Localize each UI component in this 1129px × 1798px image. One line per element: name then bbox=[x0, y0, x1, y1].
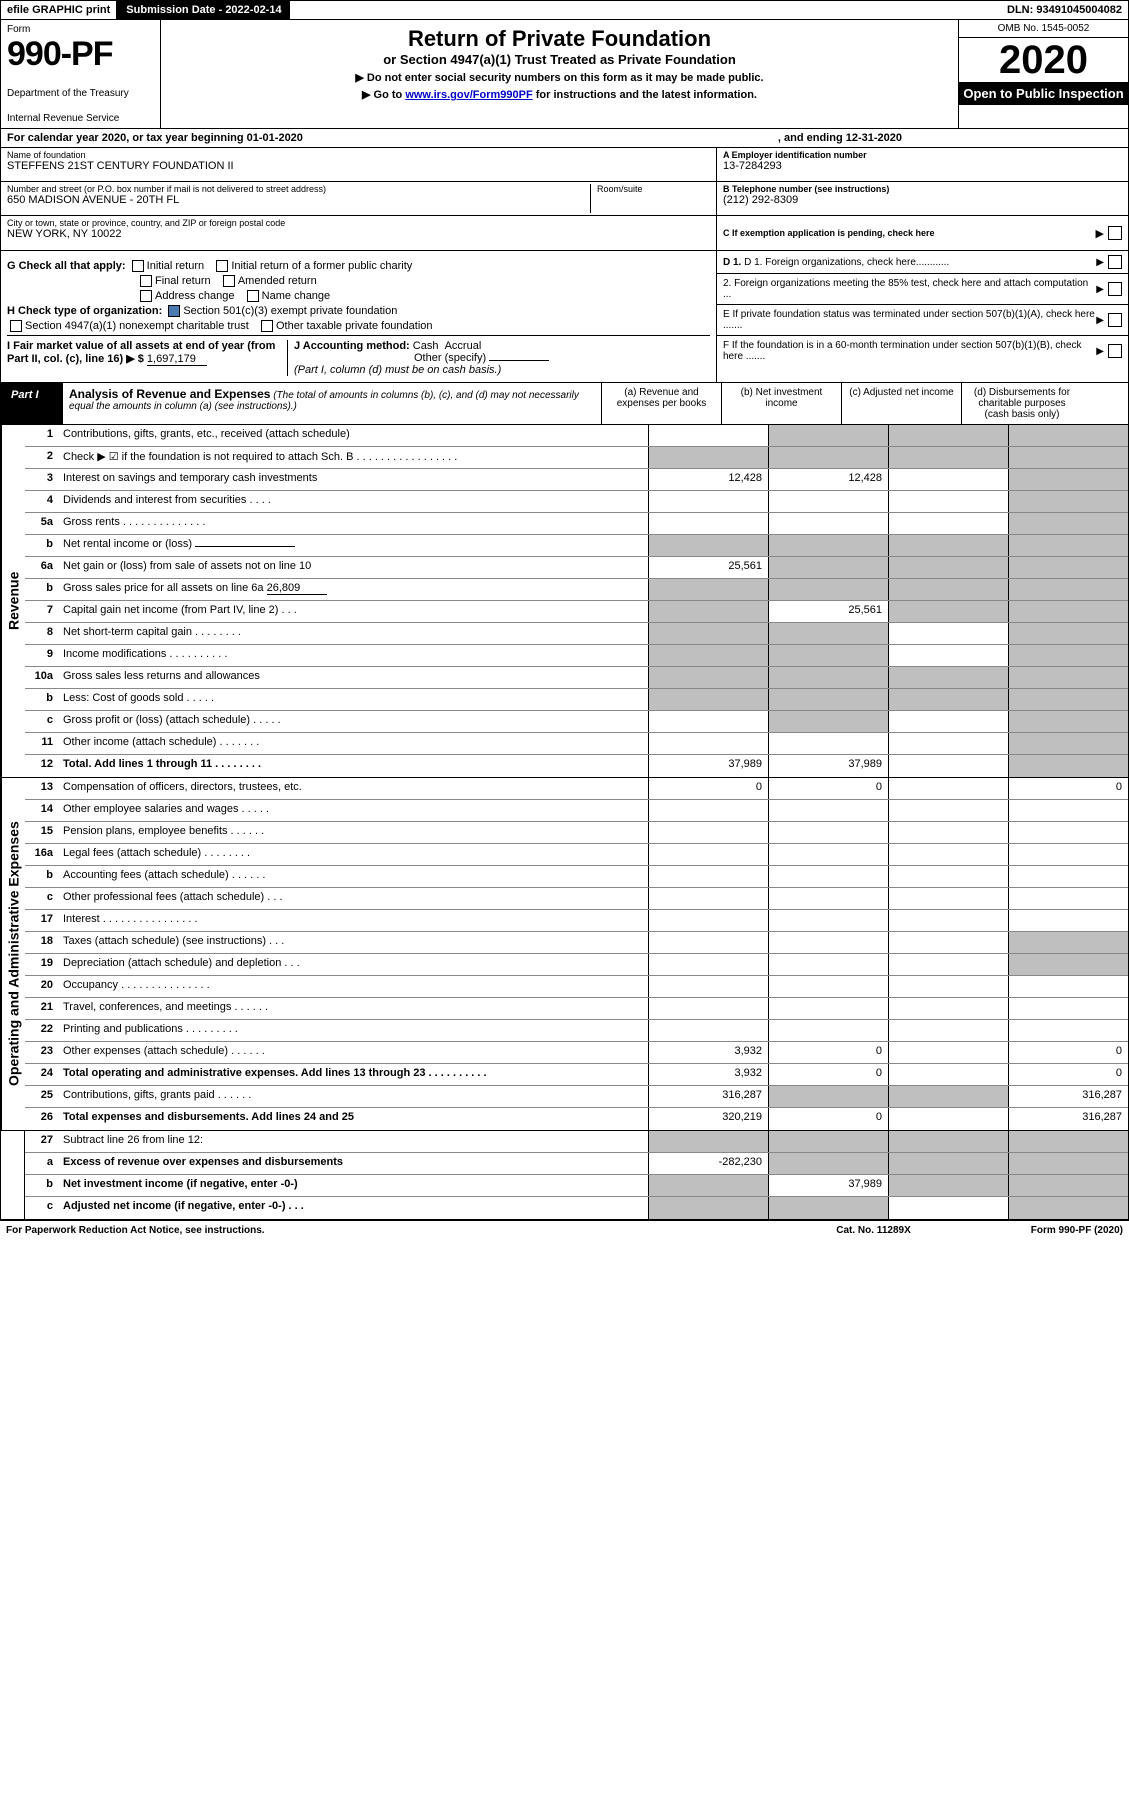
note-link: ▶ Go to www.irs.gov/Form990PF for instru… bbox=[167, 88, 952, 101]
g-name-checkbox[interactable] bbox=[247, 290, 259, 302]
dln: DLN: 93491045004082 bbox=[1001, 1, 1128, 19]
g-initial-checkbox[interactable] bbox=[132, 260, 144, 272]
addr-label: Number and street (or P.O. box number if… bbox=[7, 184, 590, 194]
note-ssn: ▶ Do not enter social security numbers o… bbox=[167, 71, 952, 84]
address: 650 MADISON AVENUE - 20TH FL bbox=[7, 194, 590, 206]
h-row2: Section 4947(a)(1) nonexempt charitable … bbox=[7, 320, 710, 332]
form-header: Form 990-PF Department of the Treasury I… bbox=[0, 20, 1129, 129]
j-block: J Accounting method: Cash Accrual Other … bbox=[287, 340, 710, 376]
calyear-begin: For calendar year 2020, or tax year begi… bbox=[7, 132, 303, 144]
h-row: H Check type of organization: Section 50… bbox=[7, 305, 710, 317]
expenses-table: Operating and Administrative Expenses 13… bbox=[0, 778, 1129, 1131]
c-label: C If exemption application is pending, c… bbox=[723, 228, 1096, 238]
irs-link[interactable]: www.irs.gov/Form990PF bbox=[405, 89, 532, 101]
page-footer: For Paperwork Reduction Act Notice, see … bbox=[0, 1220, 1129, 1240]
e-checkbox[interactable] bbox=[1108, 313, 1122, 327]
footer-left: For Paperwork Reduction Act Notice, see … bbox=[6, 1225, 836, 1236]
ein: 13-7284293 bbox=[723, 160, 1122, 172]
g-initial-former-checkbox[interactable] bbox=[216, 260, 228, 272]
part1-label: Part I bbox=[1, 383, 63, 424]
h-501c3-checkbox[interactable] bbox=[168, 305, 180, 317]
h-4947-checkbox[interactable] bbox=[10, 320, 22, 332]
form-title: Return of Private Foundation bbox=[167, 26, 952, 52]
c-checkbox[interactable] bbox=[1108, 226, 1122, 240]
telephone: (212) 292-8309 bbox=[723, 194, 1122, 206]
omb-number: OMB No. 1545-0052 bbox=[959, 20, 1128, 38]
g-row3: Address change Name change bbox=[7, 290, 710, 302]
identity-section: Name of foundation STEFFENS 21ST CENTURY… bbox=[0, 148, 1129, 251]
f-text: F If the foundation is in a 60-month ter… bbox=[723, 340, 1096, 362]
calendar-year-row: For calendar year 2020, or tax year begi… bbox=[0, 129, 1129, 148]
dept-irs: Internal Revenue Service bbox=[7, 113, 154, 124]
efile-label[interactable]: efile GRAPHIC print bbox=[1, 1, 118, 19]
room-label: Room/suite bbox=[597, 184, 710, 194]
g-address-checkbox[interactable] bbox=[140, 290, 152, 302]
tax-year: 2020 bbox=[959, 38, 1128, 82]
city: NEW YORK, NY 10022 bbox=[7, 228, 710, 240]
topbar: efile GRAPHIC print Submission Date - 20… bbox=[0, 0, 1129, 20]
d1-text: D 1. Foreign organizations, check here..… bbox=[744, 257, 949, 268]
revenue-sidelabel: Revenue bbox=[1, 425, 25, 777]
city-label: City or town, state or province, country… bbox=[7, 218, 710, 228]
h-other-checkbox[interactable] bbox=[261, 320, 273, 332]
foundation-name: STEFFENS 21ST CENTURY FOUNDATION II bbox=[7, 160, 710, 172]
i-value: 1,697,179 bbox=[147, 353, 207, 366]
checks-section: G Check all that apply: Initial return I… bbox=[0, 251, 1129, 383]
expenses-sidelabel: Operating and Administrative Expenses bbox=[1, 778, 25, 1130]
submission-date: Submission Date - 2022-02-14 bbox=[118, 1, 289, 19]
d1-checkbox[interactable] bbox=[1108, 255, 1122, 269]
col-b-header: (b) Net investment income bbox=[722, 383, 842, 424]
dept-treasury: Department of the Treasury bbox=[7, 88, 154, 99]
arrow-icon: ▶ bbox=[1096, 227, 1104, 240]
g-row2: Final return Amended return bbox=[7, 275, 710, 287]
g-row: G Check all that apply: Initial return I… bbox=[7, 260, 710, 272]
form-subtitle: or Section 4947(a)(1) Trust Treated as P… bbox=[167, 52, 952, 67]
revenue-table: Revenue 1Contributions, gifts, grants, e… bbox=[0, 425, 1129, 778]
part1-header: Part I Analysis of Revenue and Expenses … bbox=[0, 383, 1129, 425]
i-block: I Fair market value of all assets at end… bbox=[7, 340, 287, 376]
col-c-header: (c) Adjusted net income bbox=[842, 383, 962, 424]
e-text: E If private foundation status was termi… bbox=[723, 309, 1096, 331]
g-amended-checkbox[interactable] bbox=[223, 275, 235, 287]
summary-table: 27Subtract line 26 from line 12: aExcess… bbox=[0, 1131, 1129, 1220]
name-label: Name of foundation bbox=[7, 150, 710, 160]
calyear-end: , and ending 12-31-2020 bbox=[778, 132, 902, 144]
d2-checkbox[interactable] bbox=[1108, 282, 1122, 296]
col-a-header: (a) Revenue and expenses per books bbox=[602, 383, 722, 424]
ein-label: A Employer identification number bbox=[723, 150, 1122, 160]
f-checkbox[interactable] bbox=[1108, 344, 1122, 358]
d2-text: 2. Foreign organizations meeting the 85%… bbox=[723, 278, 1096, 300]
open-public: Open to Public Inspection bbox=[959, 82, 1128, 105]
footer-center: Cat. No. 11289X bbox=[836, 1225, 910, 1236]
col-d-header: (d) Disbursements for charitable purpose… bbox=[962, 383, 1082, 424]
g-final-checkbox[interactable] bbox=[140, 275, 152, 287]
footer-right: Form 990-PF (2020) bbox=[1031, 1225, 1123, 1236]
form-number: 990-PF bbox=[7, 35, 154, 74]
form-label: Form bbox=[7, 24, 154, 35]
tel-label: B Telephone number (see instructions) bbox=[723, 184, 1122, 194]
